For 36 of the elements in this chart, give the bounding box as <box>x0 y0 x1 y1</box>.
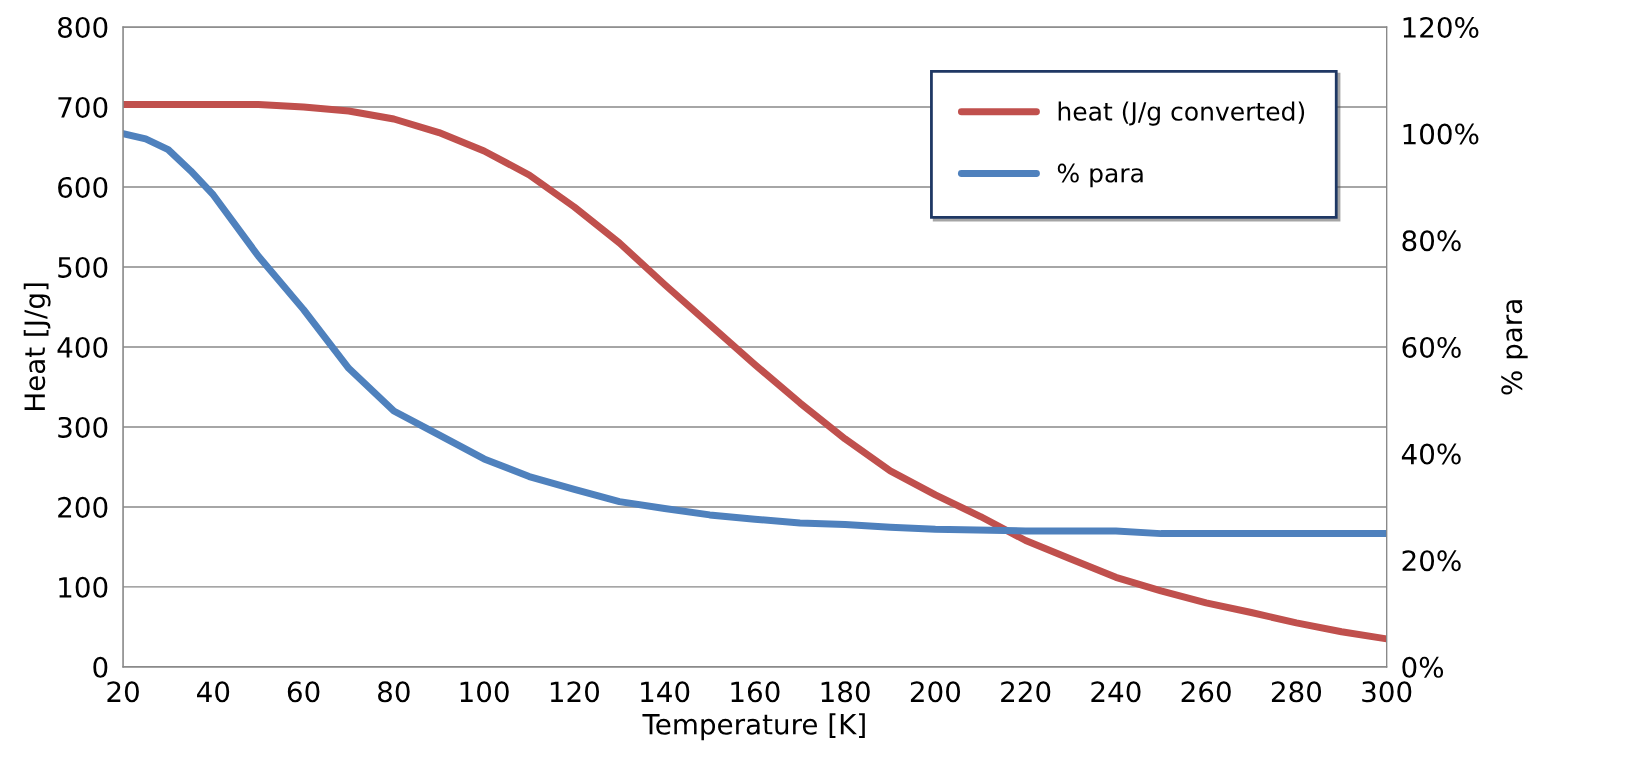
x-tick-label: 200 <box>910 681 961 703</box>
y-tick-label: 200 <box>58 496 108 518</box>
y2-tick-label: 120% <box>1403 16 1479 38</box>
x-tick-label: 40 <box>197 681 230 703</box>
y2-tick-label: 100% <box>1403 123 1479 145</box>
x-tick-label: 160 <box>731 681 780 703</box>
y2-tick-label: 60% <box>1402 336 1461 358</box>
x-tick-label: 140 <box>641 681 690 703</box>
y2-tick-label: 80% <box>1402 230 1461 252</box>
x-tick-label: 220 <box>1001 681 1051 703</box>
y-tick-label: 0 <box>93 656 108 678</box>
x-tick-label: 300 <box>1362 681 1412 703</box>
x-tick-label: 280 <box>1271 681 1322 703</box>
y-tick-label: 700 <box>58 96 108 118</box>
x-tick-label: 180 <box>821 681 870 703</box>
x-tick-label: 80 <box>378 681 410 703</box>
x-tick-label: 100 <box>460 681 509 703</box>
y-tick-label: 100 <box>59 576 108 598</box>
y-tick-label: 600 <box>58 176 108 198</box>
y-tick-label: 400 <box>57 336 108 358</box>
x-tick-label: 260 <box>1181 681 1231 703</box>
y-axis-title: Heat [J/g] <box>23 283 51 411</box>
legend-label: heat (J/g converted) <box>1058 101 1305 126</box>
y-tick-label: 500 <box>58 256 108 278</box>
y2-axis-title: % para <box>1501 300 1528 395</box>
x-axis-title: Temperature [K] <box>642 713 865 741</box>
legend-label: % para <box>1057 163 1143 188</box>
y2-tick-label: 0% <box>1402 656 1444 678</box>
x-tick-label: 240 <box>1091 681 1141 703</box>
x-tick-label: 60 <box>287 681 320 703</box>
x-tick-label: 20 <box>107 681 139 703</box>
y-tick-label: 300 <box>58 416 108 438</box>
y2-tick-label: 40% <box>1401 443 1461 465</box>
x-tick-label: 120 <box>550 681 600 703</box>
y-tick-label: 800 <box>58 16 108 38</box>
y2-tick-label: 20% <box>1402 550 1461 572</box>
